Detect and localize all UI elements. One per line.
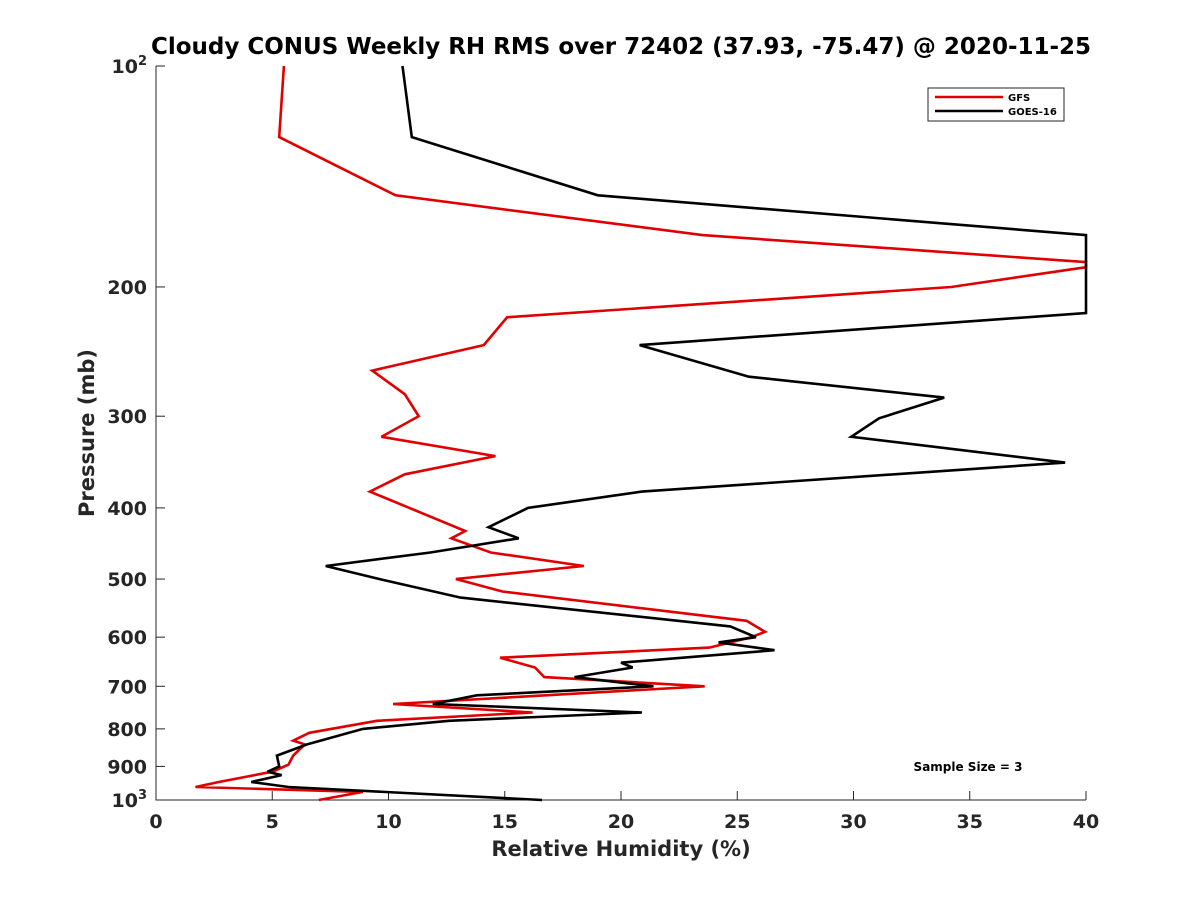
x-tick-label: 15 xyxy=(492,811,518,833)
y-axis-label: Pressure (mb) xyxy=(75,349,99,517)
y-tick-label: 200 xyxy=(107,277,147,299)
legend-label-goes16: GOES-16 xyxy=(1008,107,1057,118)
y-tick-label: 103 xyxy=(112,788,148,812)
legend: GFS GOES-16 xyxy=(927,87,1065,122)
y-axis-ticks: 102 200 300 400 500 600 700 800 900 103 xyxy=(107,54,165,812)
y-tick-label: 700 xyxy=(107,676,147,698)
sample-size-annotation: Sample Size = 3 xyxy=(914,760,1023,774)
x-tick-label: 20 xyxy=(608,811,634,833)
y-tick-label: 102 xyxy=(112,54,148,78)
y-tick-label: 400 xyxy=(107,498,147,520)
y-tick-label: 800 xyxy=(107,719,147,741)
x-axis-label: Relative Humidity (%) xyxy=(491,837,750,861)
y-tick-label: 600 xyxy=(107,627,147,649)
x-axis-ticks: 0 5 10 15 20 25 30 35 40 xyxy=(149,791,1099,833)
y-tick-label: 900 xyxy=(107,756,147,778)
x-tick-label: 25 xyxy=(724,811,750,833)
x-tick-label: 10 xyxy=(375,811,401,833)
x-tick-label: 30 xyxy=(840,811,866,833)
x-tick-label: 0 xyxy=(149,811,162,833)
series-line-goes16 xyxy=(251,65,1088,802)
x-tick-label: 40 xyxy=(1073,811,1099,833)
series-line-gfs xyxy=(195,65,1088,802)
series-layer xyxy=(195,65,1088,802)
chart-title: Cloudy CONUS Weekly RH RMS over 72402 (3… xyxy=(151,34,1091,60)
legend-box xyxy=(927,87,1065,122)
plot-area: 0 5 10 15 20 25 30 35 40 102 200 300 400 500 600 700 80… xyxy=(107,54,1099,833)
y-tick-label: 500 xyxy=(107,569,147,591)
x-tick-label: 35 xyxy=(957,811,983,833)
legend-label-gfs: GFS xyxy=(1008,93,1030,104)
x-tick-label: 5 xyxy=(266,811,279,833)
y-tick-label: 300 xyxy=(107,406,147,428)
